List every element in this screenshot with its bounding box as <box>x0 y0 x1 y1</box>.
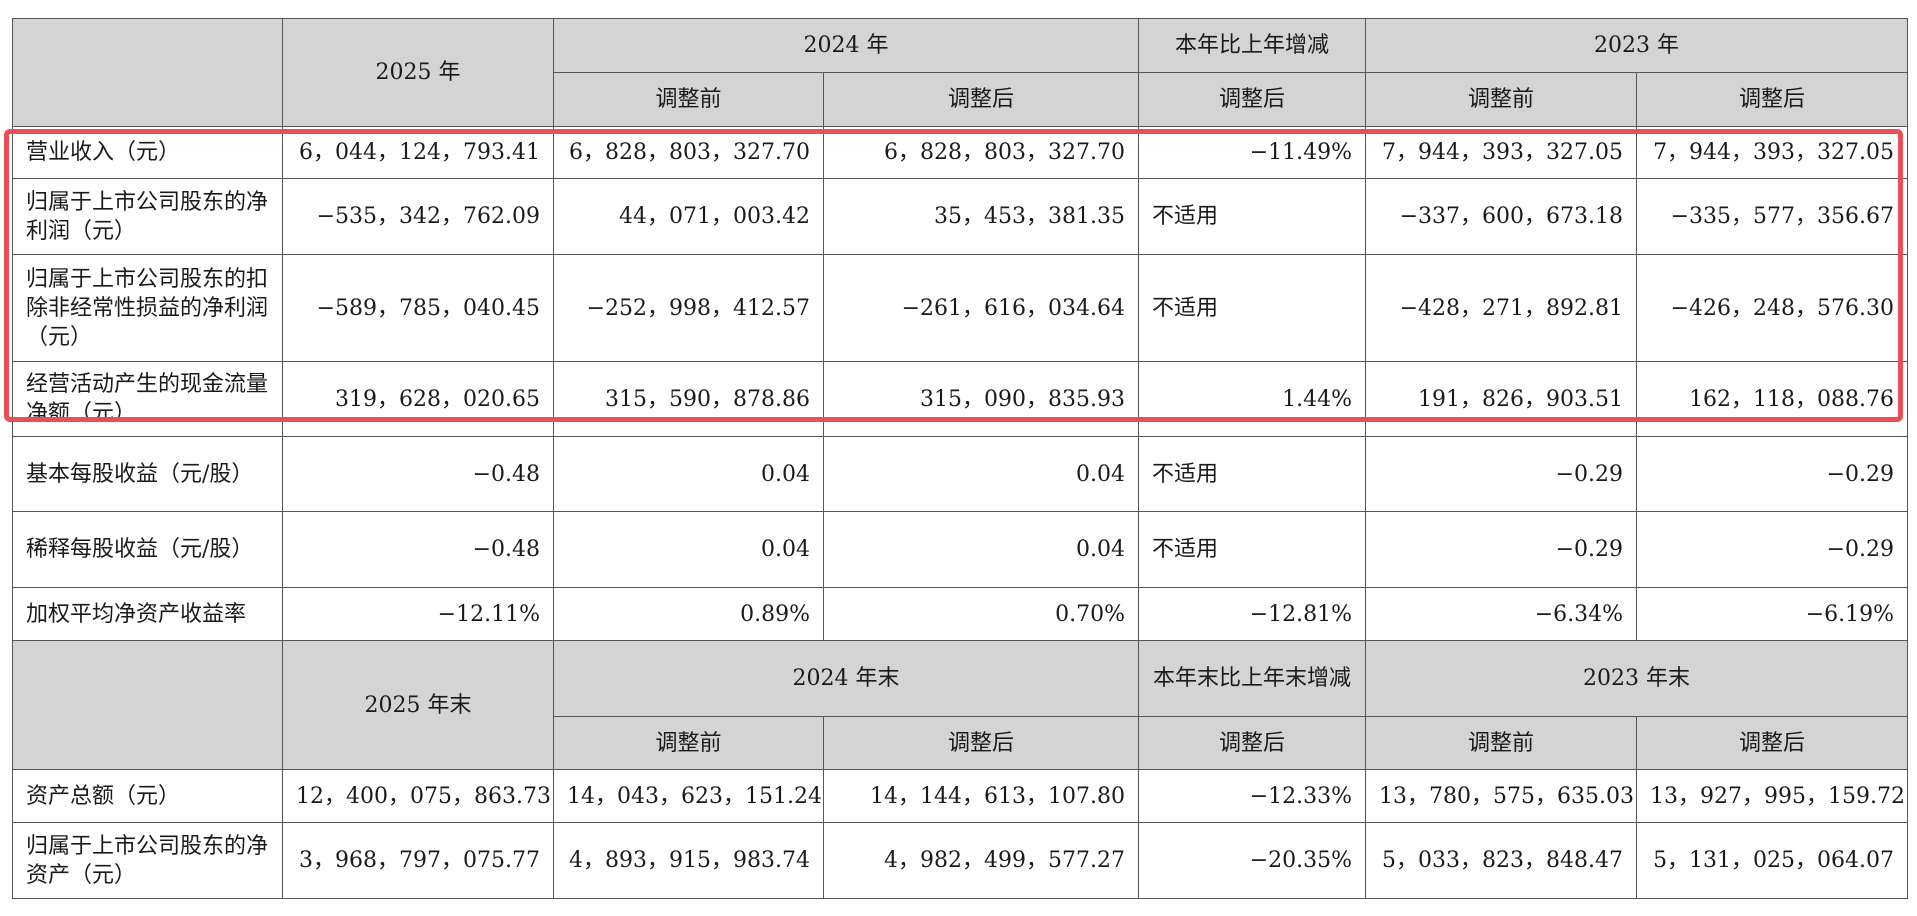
header-2024-end-after: 调整后 <box>822 716 1140 770</box>
header-2025: 2025 年 <box>282 18 554 127</box>
cell-2025: −0.48 <box>282 511 554 588</box>
cell-change: −11.49% <box>1138 126 1367 179</box>
header-2023-before: 调整前 <box>1365 72 1638 127</box>
cell-2024-after: 6，828，803，327.70 <box>822 126 1140 179</box>
table-row: 经营活动产生的现金流量净额（元） 319，628，020.65 315，590，… <box>12 361 1909 437</box>
cell-2025: −0.48 <box>282 436 554 512</box>
cell-2024-after: −261，616，034.64 <box>822 254 1140 362</box>
cell-2023-after: −426，248，576.30 <box>1636 254 1909 362</box>
header-change: 本年比上年增减 <box>1138 18 1367 73</box>
row-label: 营业收入（元） <box>12 126 283 179</box>
table-row: 稀释每股收益（元/股） −0.48 0.04 0.04 不适用 −0.29 −0… <box>12 511 1909 588</box>
cell-2023-after: 162，118，088.76 <box>1636 361 1909 437</box>
header-change-after: 调整后 <box>1138 72 1367 127</box>
cell-2024-before: −252，998，412.57 <box>553 254 824 362</box>
header-row-sub-end: 调整前 调整后 调整后 调整前 调整后 <box>13 716 1909 770</box>
cell-2024-before: 0.04 <box>553 436 824 512</box>
cell-change: 不适用 <box>1138 254 1367 362</box>
row-label: 资产总额（元） <box>12 769 283 823</box>
cell-2024-before: 44，071，003.42 <box>553 178 824 255</box>
row-label: 归属于上市公司股东的扣除非经常性损益的净利润（元） <box>12 254 283 362</box>
cell-2023-before: 191，826，903.51 <box>1365 361 1638 437</box>
financial-indicators-table: 2025 年 2024 年 本年比上年增减 2023 年 调整前 调整后 调整后… <box>12 18 1909 899</box>
header-2023-end-before: 调整前 <box>1365 716 1638 770</box>
cell-2024-after: 315，090，835.93 <box>822 361 1140 437</box>
cell-2023-after: 7，944，393，327.05 <box>1636 126 1909 179</box>
cell-2023-after: −6.19% <box>1636 587 1909 641</box>
cell-2024-after: 0.04 <box>822 436 1140 512</box>
cell-change: 不适用 <box>1138 178 1367 255</box>
cell-change-end: −20.35% <box>1138 822 1367 899</box>
cell-change-end: −12.33% <box>1138 769 1367 823</box>
row-label: 归属于上市公司股东的净资产（元） <box>12 822 283 899</box>
cell-2023-before: −337，600，673.18 <box>1365 178 1638 255</box>
header-row-top-end: 2025 年末 2024 年末 本年末比上年末增减 2023 年末 <box>12 640 1909 770</box>
cell-2024-after: 0.70% <box>822 587 1140 641</box>
cell-2024-end-before: 14，043，623，151.24 <box>553 769 824 823</box>
cell-change: 1.44% <box>1138 361 1367 437</box>
row-label: 加权平均净资产收益率 <box>12 587 283 641</box>
cell-2025-end: 12，400，075，863.73 <box>282 769 554 823</box>
cell-2025-end: 3，968，797，075.77 <box>282 822 554 899</box>
cell-2023-before: −6.34% <box>1365 587 1638 641</box>
header-row-top: 2025 年 2024 年 本年比上年增减 2023 年 <box>12 18 1909 127</box>
row-label: 经营活动产生的现金流量净额（元） <box>12 361 283 437</box>
table-row: 归属于上市公司股东的扣除非经常性损益的净利润（元） −589，785，040.4… <box>12 254 1909 362</box>
cell-change: 不适用 <box>1138 511 1367 588</box>
cell-2024-end-after: 4，982，499，577.27 <box>822 822 1140 899</box>
cell-2024-before: 315，590，878.86 <box>553 361 824 437</box>
table-row: 资产总额（元） 12，400，075，863.73 14，043，623，151… <box>12 769 1909 823</box>
table-row: 归属于上市公司股东的净利润（元） −535，342，762.09 44，071，… <box>12 178 1909 255</box>
cell-2024-before: 0.89% <box>553 587 824 641</box>
cell-2023-end-after: 5，131，025，064.07 <box>1636 822 1909 899</box>
header-change-end-after: 调整后 <box>1138 716 1367 770</box>
cell-2025: 6，044，124，793.41 <box>282 126 554 179</box>
cell-2023-after: −0.29 <box>1636 436 1909 512</box>
cell-2023-before: 7，944，393，327.05 <box>1365 126 1638 179</box>
cell-2023-after: −0.29 <box>1636 511 1909 588</box>
cell-2025: −12.11% <box>282 587 554 641</box>
header-corner-cell <box>12 640 283 770</box>
cell-2024-before: 6，828，803，327.70 <box>553 126 824 179</box>
cell-2024-end-before: 4，893，915，983.74 <box>553 822 824 899</box>
cell-2025: −589，785，040.45 <box>282 254 554 362</box>
cell-change: −12.81% <box>1138 587 1367 641</box>
header-2023-end-after: 调整后 <box>1636 716 1909 770</box>
cell-2024-end-after: 14，144，613，107.80 <box>822 769 1140 823</box>
cell-2023-end-before: 13，780，575，635.03 <box>1365 769 1638 823</box>
header-2024-after: 调整后 <box>822 72 1140 127</box>
cell-2024-before: 0.04 <box>553 511 824 588</box>
cell-2023-before: −0.29 <box>1365 511 1638 588</box>
header-2023-end: 2023 年末 <box>1365 640 1909 717</box>
row-label: 稀释每股收益（元/股） <box>12 511 283 588</box>
cell-2025: 319，628，020.65 <box>282 361 554 437</box>
header-2023-after: 调整后 <box>1636 72 1909 127</box>
table-row: 基本每股收益（元/股） −0.48 0.04 0.04 不适用 −0.29 −0… <box>12 436 1909 512</box>
table-row: 归属于上市公司股东的净资产（元） 3，968，797，075.77 4，893，… <box>12 822 1909 899</box>
header-2024-before: 调整前 <box>553 72 824 127</box>
table-row: 营业收入（元） 6，044，124，793.41 6，828，803，327.7… <box>12 126 1909 179</box>
cell-2024-after: 35，453，381.35 <box>822 178 1140 255</box>
cell-2023-before: −0.29 <box>1365 436 1638 512</box>
cell-2024-after: 0.04 <box>822 511 1140 588</box>
row-label: 基本每股收益（元/股） <box>12 436 283 512</box>
row-label: 归属于上市公司股东的净利润（元） <box>12 178 283 255</box>
header-2024-end: 2024 年末 <box>552 640 1140 717</box>
cell-2023-end-after: 13，927，995，159.72 <box>1636 769 1909 823</box>
cell-2023-before: −428，271，892.81 <box>1365 254 1638 362</box>
header-row-sub: 调整前 调整后 调整后 调整前 调整后 <box>13 72 1909 127</box>
header-corner-cell <box>12 18 283 127</box>
cell-2025: −535，342，762.09 <box>282 178 554 255</box>
header-2024: 2024 年 <box>552 18 1140 73</box>
cell-change: 不适用 <box>1138 436 1367 512</box>
header-2024-end-before: 调整前 <box>553 716 824 770</box>
header-change-end: 本年末比上年末增减 <box>1138 640 1367 717</box>
header-2025-end: 2025 年末 <box>282 640 554 770</box>
cell-2023-end-before: 5，033，823，848.47 <box>1365 822 1638 899</box>
cell-2023-after: −335，577，356.67 <box>1636 178 1909 255</box>
header-2023: 2023 年 <box>1365 18 1909 73</box>
table-row: 加权平均净资产收益率 −12.11% 0.89% 0.70% −12.81% −… <box>12 587 1909 641</box>
